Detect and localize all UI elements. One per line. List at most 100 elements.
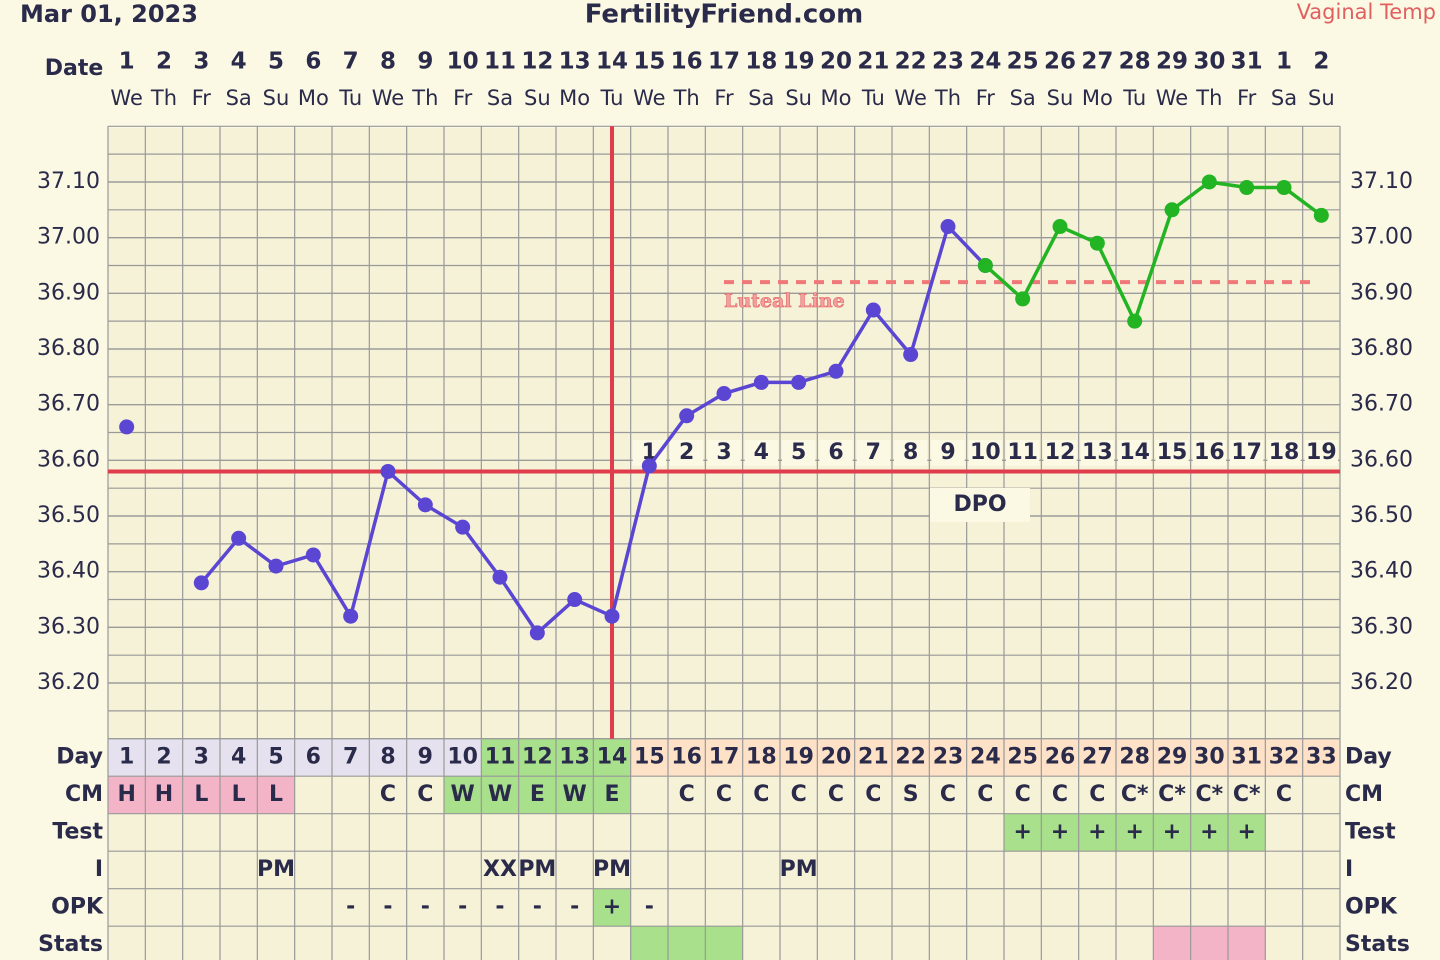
cell-bg	[892, 738, 930, 777]
date-label: 8	[380, 49, 396, 75]
weekday-label: Mo	[559, 86, 590, 110]
temp-point	[529, 625, 545, 641]
cell-bg	[556, 738, 594, 777]
row-cell: W	[488, 782, 512, 807]
y-tick-label: 36.70	[37, 392, 100, 417]
row-cell: 19	[783, 745, 814, 770]
row-cell: 2	[156, 745, 171, 770]
date-label: 25	[1007, 49, 1039, 75]
row-label: CM	[65, 782, 103, 807]
row-cell: E	[530, 782, 545, 807]
weekday-label: Th	[150, 86, 177, 110]
row-cell: -	[421, 895, 430, 920]
y-tick-label: 36.50	[37, 503, 100, 528]
temp-point	[268, 558, 284, 574]
weekday-label: Mo	[298, 86, 329, 110]
weekday-label: Fr	[976, 86, 996, 110]
date-label: 27	[1081, 49, 1113, 75]
temp-point	[1276, 180, 1292, 196]
cell-bg	[1004, 813, 1042, 852]
dpo-box	[930, 488, 1030, 522]
weekday-label: Su	[263, 86, 290, 110]
row-cell: PM	[257, 857, 295, 882]
row-cell: +	[1013, 820, 1031, 845]
cell-bg	[668, 926, 706, 960]
dpo-bg	[1155, 440, 1189, 466]
dpo-number: 12	[1045, 440, 1076, 465]
date-label: 24	[969, 49, 1001, 75]
y-tick-label-right: 36.50	[1350, 503, 1413, 528]
row-cell: -	[458, 895, 467, 920]
dpo-bg	[819, 440, 853, 466]
row-cell: C	[1276, 782, 1292, 807]
row-label: Stats	[38, 932, 103, 957]
row-cell: E	[604, 782, 619, 807]
date-label: 26	[1044, 49, 1076, 75]
cell-bg	[1153, 738, 1191, 777]
weekday-label: Th	[934, 86, 961, 110]
y-tick-label: 36.60	[37, 447, 100, 472]
y-tick-label-right: 36.80	[1350, 336, 1413, 361]
row-cell: C	[977, 782, 993, 807]
cell-bg	[593, 776, 631, 814]
row-cell: 32	[1269, 745, 1300, 770]
cell-bg	[518, 776, 556, 814]
date-label: Date	[45, 56, 104, 81]
temp-point	[343, 608, 359, 624]
weekday-label: Fr	[453, 86, 473, 110]
cell-bg	[1190, 738, 1228, 777]
row-cell: L	[232, 782, 246, 807]
weekday-label: Mo	[1082, 86, 1113, 110]
dpo-bg	[707, 440, 741, 466]
cell-bg	[593, 888, 631, 927]
cell-bg	[630, 738, 668, 777]
row-cell: H	[117, 782, 135, 807]
cell-bg	[182, 738, 220, 777]
dpo-bg	[1006, 440, 1040, 466]
dpo-number: 7	[866, 440, 881, 465]
cell-bg	[182, 776, 220, 814]
row-cell: H	[155, 782, 173, 807]
weekday-label: We	[894, 86, 926, 110]
dpo-number: 15	[1157, 440, 1188, 465]
cell-bg	[444, 738, 482, 777]
dpo-number: 8	[903, 440, 918, 465]
date-label: 22	[895, 49, 927, 75]
dpo-number: 17	[1231, 440, 1262, 465]
y-tick-label: 36.90	[37, 280, 100, 305]
cell-bg	[556, 776, 594, 814]
weekday-label: Su	[524, 86, 551, 110]
row-cell: C	[940, 782, 956, 807]
cell-bg	[929, 738, 967, 777]
temp-point	[193, 575, 209, 591]
row-cell: C	[1015, 782, 1031, 807]
temp-point	[567, 592, 583, 608]
temp-point	[903, 347, 919, 363]
date-label: 5	[268, 49, 284, 75]
dpo-bg	[782, 440, 816, 466]
date-label: 16	[671, 49, 703, 75]
row-cell: C	[1052, 782, 1068, 807]
dpo-number: 6	[828, 440, 843, 465]
cell-bg	[108, 776, 146, 814]
date-label: 15	[633, 49, 665, 75]
cell-bg	[593, 738, 631, 777]
cell-bg	[257, 776, 295, 814]
row-cell: W	[451, 782, 475, 807]
y-tick-label-right: 37.00	[1350, 225, 1413, 250]
date-label: 6	[305, 49, 321, 75]
row-label-right: Test	[1345, 820, 1396, 845]
row-cell: 17	[709, 745, 740, 770]
temp-point	[1313, 207, 1329, 223]
row-cell: 29	[1157, 745, 1188, 770]
row-cell: 22	[895, 745, 926, 770]
temp-point	[753, 374, 769, 390]
cell-bg	[705, 738, 743, 777]
weekday-label: Su	[1047, 86, 1074, 110]
y-tick-label-right: 36.90	[1350, 280, 1413, 305]
y-tick-label: 37.10	[37, 169, 100, 194]
dpo-number: 9	[940, 440, 955, 465]
row-cell: C*	[1121, 782, 1149, 807]
site-title: FertilityFriend.com	[585, 0, 864, 30]
